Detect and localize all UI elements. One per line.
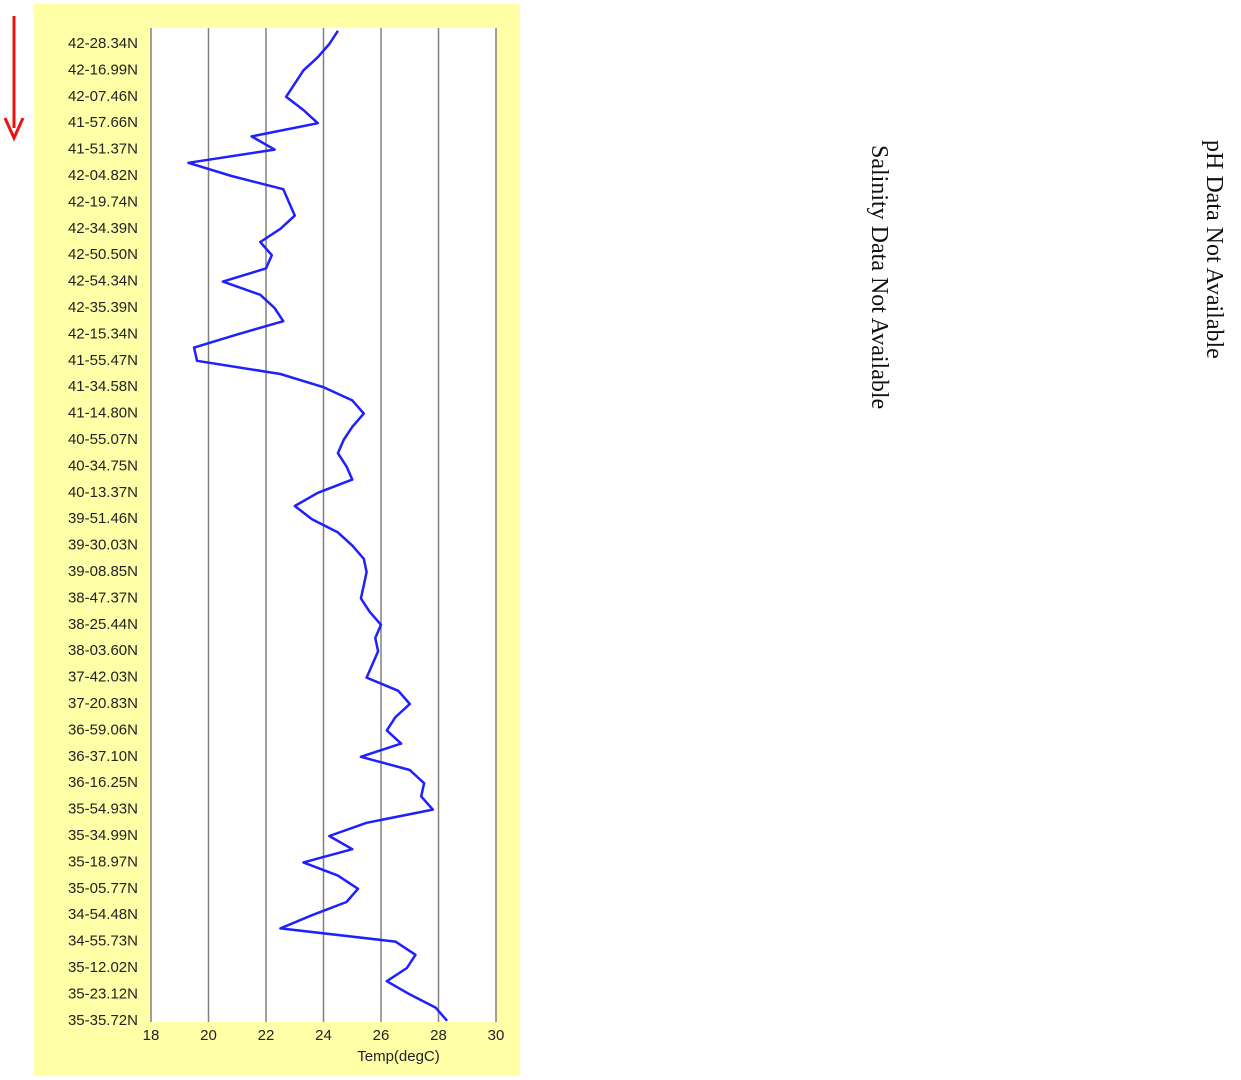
y-tick-label: 36-16.25N bbox=[68, 774, 138, 791]
y-tick-label: 41-34.58N bbox=[68, 378, 138, 395]
y-tick-label: 34-55.73N bbox=[68, 933, 138, 950]
y-tick-label: 35-35.72N bbox=[68, 1012, 138, 1029]
y-tick-label: 35-23.12N bbox=[68, 985, 138, 1002]
y-tick-label: 42-28.34N bbox=[68, 35, 138, 52]
y-tick-label: 42-15.34N bbox=[68, 325, 138, 342]
y-tick-label: 35-54.93N bbox=[68, 801, 138, 818]
y-tick-label: 42-07.46N bbox=[68, 88, 138, 105]
y-tick-label: 40-13.37N bbox=[68, 484, 138, 501]
y-tick-label: 40-34.75N bbox=[68, 457, 138, 474]
x-tick-label: 22 bbox=[258, 1027, 275, 1044]
y-tick-label: 35-05.77N bbox=[68, 880, 138, 897]
y-tick-label: 42-19.74N bbox=[68, 193, 138, 210]
y-tick-label: 38-03.60N bbox=[68, 642, 138, 659]
y-tick-label: 41-57.66N bbox=[68, 114, 138, 131]
y-tick-label: 35-18.97N bbox=[68, 853, 138, 870]
y-tick-label: 42-34.39N bbox=[68, 220, 138, 237]
temperature-line bbox=[187, 30, 449, 1022]
y-tick-label: 42-35.39N bbox=[68, 299, 138, 316]
y-tick-label: 36-59.06N bbox=[68, 721, 138, 738]
y-tick-label: 42-04.82N bbox=[68, 167, 138, 184]
y-tick-label: 42-54.34N bbox=[68, 273, 138, 290]
y-tick-label: 42-50.50N bbox=[68, 246, 138, 263]
y-tick-label: 39-51.46N bbox=[68, 510, 138, 527]
y-tick-label: 39-30.03N bbox=[68, 537, 138, 554]
y-tick-label: 40-55.07N bbox=[68, 431, 138, 448]
ph-message: pH Data Not Available bbox=[1201, 140, 1227, 359]
direction-arrow-head bbox=[3, 117, 25, 142]
y-tick-label: 41-14.80N bbox=[68, 405, 138, 422]
y-tick-label: 42-16.99N bbox=[68, 61, 138, 78]
y-tick-label: 37-42.03N bbox=[68, 669, 138, 686]
y-tick-label: 41-51.37N bbox=[68, 141, 138, 158]
x-tick-label: 18 bbox=[143, 1027, 160, 1044]
y-tick-label: 41-55.47N bbox=[68, 352, 138, 369]
x-axis-label: Temp(degC) bbox=[357, 1048, 440, 1065]
y-tick-label: 38-47.37N bbox=[68, 589, 138, 606]
y-tick-label: 39-08.85N bbox=[68, 563, 138, 580]
y-tick-label: 35-34.99N bbox=[68, 827, 138, 844]
x-tick-label: 24 bbox=[315, 1027, 332, 1044]
y-tick-label: 38-25.44N bbox=[68, 616, 138, 633]
x-tick-label: 26 bbox=[373, 1027, 390, 1044]
y-tick-label: 36-37.10N bbox=[68, 748, 138, 765]
x-tick-label: 20 bbox=[200, 1027, 217, 1044]
y-tick-label: 37-20.83N bbox=[68, 695, 138, 712]
y-tick-label: 35-12.02N bbox=[68, 959, 138, 976]
x-tick-label: 30 bbox=[488, 1027, 505, 1044]
salinity-message: Salinity Data Not Available bbox=[866, 145, 892, 409]
x-tick-label: 28 bbox=[430, 1027, 447, 1044]
y-tick-label: 34-54.48N bbox=[68, 906, 138, 923]
